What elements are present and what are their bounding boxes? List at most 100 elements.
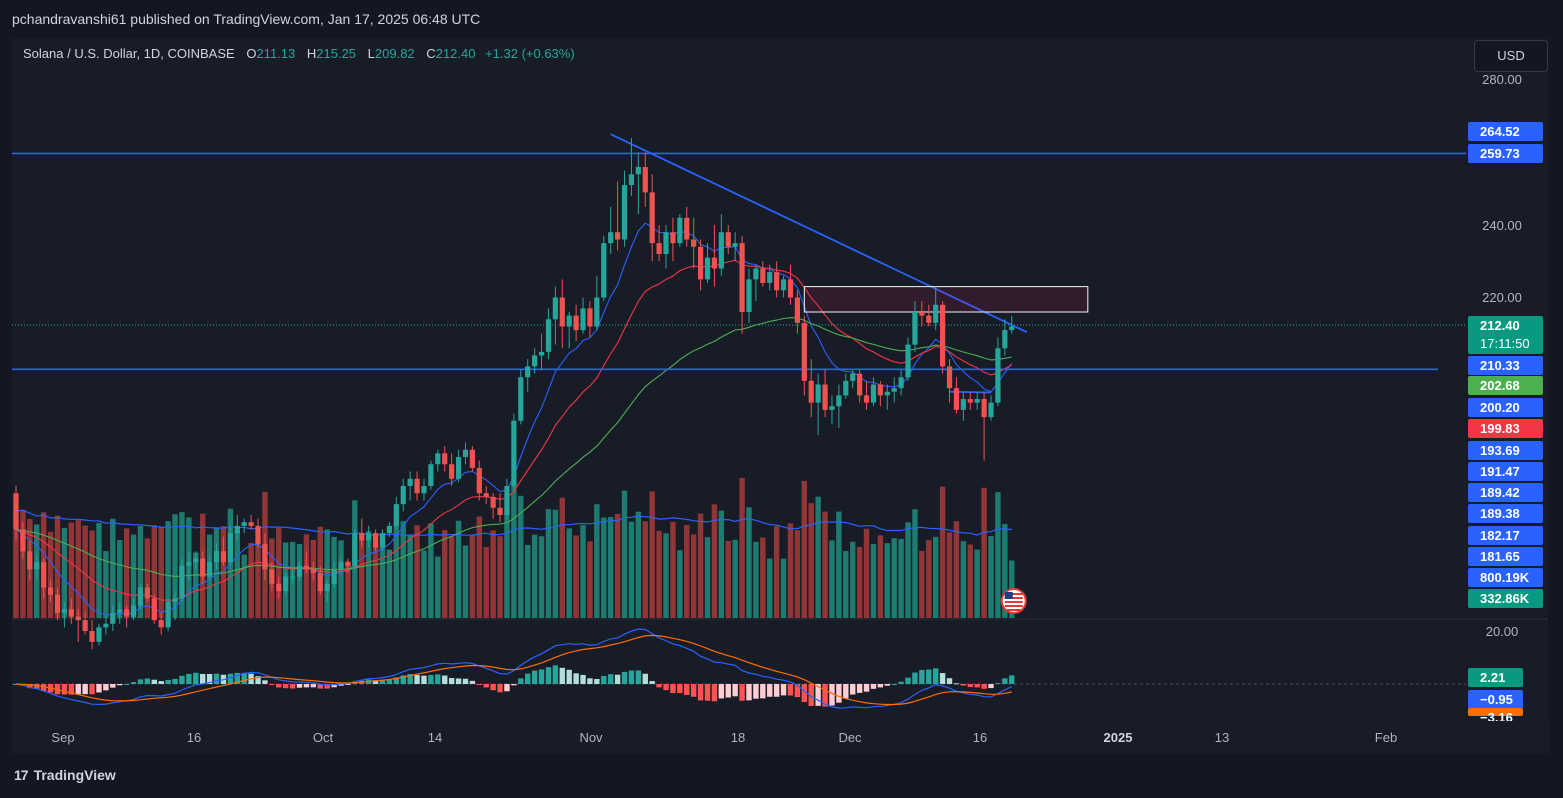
price-badge: 181.65	[1468, 547, 1543, 566]
price-badge: 212.40 17:11:50	[1468, 316, 1543, 354]
candle-body	[290, 576, 296, 578]
volume-bar	[884, 543, 890, 618]
flag-stripe	[1004, 609, 1023, 611]
volume-bar	[711, 504, 718, 618]
candle	[601, 235, 607, 302]
volume-bar	[68, 522, 75, 618]
volume-bar	[82, 525, 88, 618]
volume-bar	[117, 540, 123, 618]
candle-body	[483, 493, 489, 497]
candle	[386, 522, 393, 537]
price-badge-value: 189.38	[1480, 506, 1520, 521]
tradingview-logo[interactable]: 17 TradingView	[14, 767, 116, 783]
high-value: 215.25	[316, 46, 357, 61]
descending-trendline	[610, 133, 1028, 333]
x-tick-label: 16	[973, 730, 987, 745]
volume-bar	[421, 550, 427, 618]
macd-histogram-bar	[988, 684, 994, 689]
macd-histogram-bar	[379, 679, 386, 684]
candle-body	[836, 395, 842, 407]
candle-body	[850, 373, 856, 381]
volume-bar	[932, 536, 939, 618]
volume-bar	[587, 541, 593, 618]
candle	[891, 377, 897, 403]
volume-bar	[677, 550, 683, 618]
candle	[697, 239, 704, 291]
volume-bar	[130, 534, 137, 618]
volume-bar	[345, 561, 351, 618]
candle	[677, 214, 683, 247]
volume-bar	[877, 535, 884, 618]
volume-bar	[386, 549, 393, 618]
candle-body	[303, 565, 310, 570]
macd-histogram-bar	[919, 670, 925, 684]
macd-histogram-bar	[144, 678, 151, 684]
macd-histogram-bar	[732, 684, 738, 697]
volume-bar	[988, 536, 994, 618]
candle-body	[75, 616, 81, 621]
candle	[829, 395, 835, 425]
candle-body	[352, 533, 358, 566]
volume-bar	[822, 511, 828, 618]
change-value: +1.32 (+0.63%)	[485, 46, 575, 61]
volume-bar	[511, 479, 517, 618]
volume-bar	[981, 487, 987, 618]
candle-body	[663, 232, 669, 254]
macd-histogram-bar	[580, 674, 586, 684]
volume-bar	[649, 491, 655, 618]
candle-body	[739, 243, 745, 312]
price-badge: 259.73	[1468, 144, 1543, 163]
candle-body	[580, 308, 586, 331]
candle	[490, 493, 496, 519]
candle	[310, 562, 316, 581]
candle-body	[704, 257, 711, 280]
drawings-layer	[12, 133, 1466, 394]
x-tick-label: 14	[428, 730, 442, 745]
macd-histogram-bar	[794, 684, 801, 698]
volume-bar	[912, 509, 918, 618]
volume-bar	[165, 521, 171, 618]
candle-body	[386, 525, 393, 534]
candle	[435, 449, 441, 472]
volume-bar	[462, 545, 469, 618]
price-badge-bg	[1468, 419, 1543, 438]
volume-bar	[89, 530, 95, 618]
flag-stripe	[1004, 601, 1023, 603]
macd-tick-label: 20.00	[1486, 624, 1519, 639]
candle	[836, 384, 842, 428]
candle-body	[54, 594, 61, 613]
price-badge: 200.20	[1468, 398, 1543, 417]
macd-histogram-bar	[497, 684, 503, 693]
price-badge: 800.19K	[1468, 568, 1543, 587]
macd-histogram-bar	[607, 674, 614, 684]
volume-bar	[248, 542, 254, 618]
price-badge-bg	[1468, 144, 1543, 163]
volume-bar	[801, 480, 808, 618]
candle-body	[635, 167, 641, 175]
candle	[124, 605, 130, 628]
candle-body	[801, 322, 807, 381]
candle-body	[61, 609, 68, 613]
candle	[13, 486, 19, 541]
candle-body	[262, 544, 268, 570]
macd-histogram-bar	[435, 674, 441, 684]
macd-histogram-bar	[504, 684, 510, 692]
candle-body	[656, 243, 662, 254]
volume-bar	[601, 517, 607, 618]
macd-badge-value: 2.21	[1480, 670, 1505, 685]
volume-bar	[656, 530, 662, 618]
candle-body	[449, 464, 455, 479]
candle	[158, 612, 164, 635]
candle-body	[1009, 326, 1015, 331]
candle	[442, 446, 448, 472]
x-tick-label: 16	[187, 730, 201, 745]
candle	[130, 598, 137, 621]
candle	[518, 370, 524, 425]
volume-ma-line	[15, 509, 1012, 536]
low-label: L	[367, 46, 375, 61]
currency-button[interactable]: USD	[1474, 40, 1548, 72]
candle	[137, 583, 144, 610]
macd-histogram-bar	[96, 684, 102, 693]
chart-frame[interactable]	[12, 38, 1548, 754]
